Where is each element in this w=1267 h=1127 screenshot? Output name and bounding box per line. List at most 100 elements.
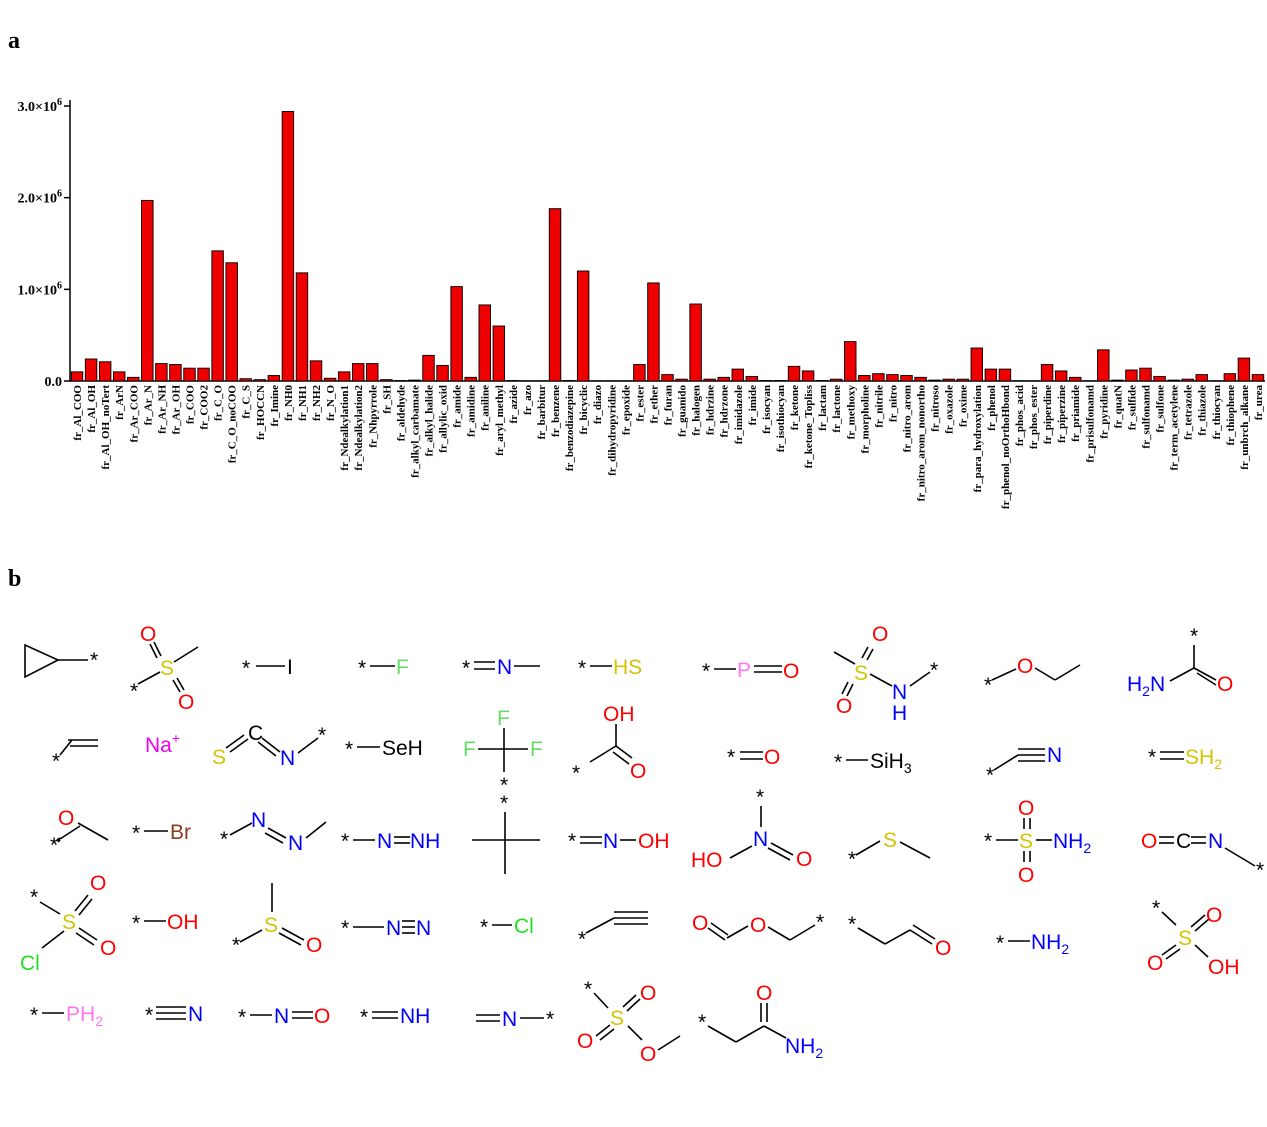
mol-chloro: * Cl <box>480 915 534 939</box>
svg-text:*: * <box>341 917 349 940</box>
svg-text:F: F <box>530 738 543 761</box>
svg-text:O: O <box>1206 904 1222 927</box>
mol-diazenyl: * N NH <box>341 830 440 853</box>
svg-text:O: O <box>935 937 951 960</box>
svg-text:O: O <box>140 623 156 646</box>
bar <box>1097 349 1110 382</box>
svg-text:*: * <box>220 828 228 851</box>
bar <box>731 368 745 382</box>
category-label: fr_benzene <box>550 385 562 437</box>
bar <box>1181 378 1194 382</box>
svg-text:O: O <box>872 623 888 646</box>
svg-text:*: * <box>584 978 592 1001</box>
bar <box>998 368 1012 382</box>
svg-text:F: F <box>396 656 409 679</box>
category-label: fr_phenol_noOrthoHbond <box>1000 385 1012 509</box>
bar <box>70 371 84 382</box>
svg-text:*: * <box>145 1004 153 1027</box>
category-label: fr_ketone <box>789 385 801 430</box>
category-label: fr_alkyl_carbamate <box>409 385 421 478</box>
svg-text:*: * <box>30 1004 38 1027</box>
svg-text:S: S <box>62 911 76 934</box>
mol-methoxymethyl: * O <box>50 807 109 857</box>
svg-text:F: F <box>463 738 476 761</box>
mol-acetonitrile: * N <box>986 744 1062 787</box>
mol-phosphinoyl: * P O <box>702 659 799 683</box>
category-label: fr_prisulfonamd <box>1084 385 1096 463</box>
category-label: fr_sulfonamd <box>1141 385 1153 449</box>
mol-methylthio: * S <box>848 829 931 871</box>
category-label: fr_Imine <box>269 385 281 427</box>
svg-text:*: * <box>1152 897 1160 920</box>
svg-text:*: * <box>848 913 856 936</box>
bar <box>787 365 801 382</box>
svg-text:O: O <box>58 807 74 830</box>
svg-text:N: N <box>188 1003 203 1026</box>
svg-text:*: * <box>318 724 326 747</box>
category-label: fr_thiazole <box>1197 385 1209 436</box>
category-label: fr_Ar_OH <box>170 385 182 435</box>
category-label: fr_NH0 <box>283 385 295 422</box>
mol-nitroso: * N O <box>238 1005 330 1029</box>
mol-isothiocyanate: S C N * <box>212 722 326 770</box>
mol-formylmethyl: * O <box>848 913 951 960</box>
svg-text:*: * <box>462 657 470 680</box>
mol-trifluoromethyl: F F F * <box>463 707 543 797</box>
svg-text:*: * <box>702 660 710 683</box>
svg-text:O: O <box>756 982 772 1005</box>
svg-text:H2N: H2N <box>1127 673 1165 699</box>
mol-methylsulfonyl: O S * O <box>130 623 199 714</box>
bar <box>337 371 351 382</box>
mol-nitro: * N HO O <box>691 786 812 872</box>
category-label: fr_HOCCN <box>255 385 267 440</box>
svg-text:*: * <box>480 916 488 939</box>
svg-text:C: C <box>248 722 263 745</box>
svg-text:*: * <box>232 934 240 957</box>
category-label: fr_SH <box>381 385 393 414</box>
svg-text:Cl: Cl <box>20 952 40 975</box>
mol-methoxysulfonyl: * S O O O <box>577 978 681 1066</box>
category-label: fr_phos_acid <box>1014 385 1026 446</box>
svg-text:*: * <box>52 750 60 773</box>
svg-text:N: N <box>1208 830 1223 853</box>
svg-text:Na+: Na+ <box>145 730 180 757</box>
bar <box>703 378 716 382</box>
mol-imino-attach: N * <box>476 1008 554 1031</box>
svg-text:O: O <box>764 746 780 769</box>
category-label: fr_thiocyan <box>1211 385 1223 439</box>
y-tick-label: 2.0×106 <box>18 189 62 207</box>
svg-text:*: * <box>360 1006 368 1029</box>
svg-text:*: * <box>1190 625 1198 648</box>
bar <box>661 374 674 382</box>
svg-text:*: * <box>500 792 508 815</box>
bar <box>127 376 140 382</box>
svg-text:*: * <box>930 659 938 682</box>
category-label: fr_amidine <box>466 385 478 437</box>
svg-text:SeH: SeH <box>382 737 423 760</box>
bar <box>942 378 955 382</box>
svg-text:*: * <box>345 738 353 761</box>
category-label: fr_alkyl_halide <box>424 385 436 457</box>
bar <box>844 341 857 382</box>
svg-text:*: * <box>984 830 992 853</box>
category-label: fr_diazo <box>592 385 604 425</box>
mol-sulfamoyl: O * S NH2 O <box>984 797 1091 887</box>
bar <box>886 374 899 382</box>
y-tick-label: 1.0×106 <box>18 280 62 298</box>
mol-silyl: * SiH3 <box>834 750 912 776</box>
mol-oxo: * O <box>727 746 780 769</box>
bar <box>914 376 927 382</box>
mol-hydroxyimino: * N OH <box>568 830 670 853</box>
bar <box>928 379 941 382</box>
bar <box>450 286 463 382</box>
mol-iodo: * I <box>242 656 293 680</box>
y-tick-label: 0.0 <box>45 375 63 390</box>
mol-amino: * NH2 <box>996 931 1069 957</box>
svg-text:N: N <box>892 681 907 704</box>
category-label: fr_ester <box>634 385 646 422</box>
svg-text:OH: OH <box>638 830 670 853</box>
bar <box>267 375 281 382</box>
bar <box>492 325 506 382</box>
category-label: fr_ketone_Topliss <box>803 384 815 468</box>
